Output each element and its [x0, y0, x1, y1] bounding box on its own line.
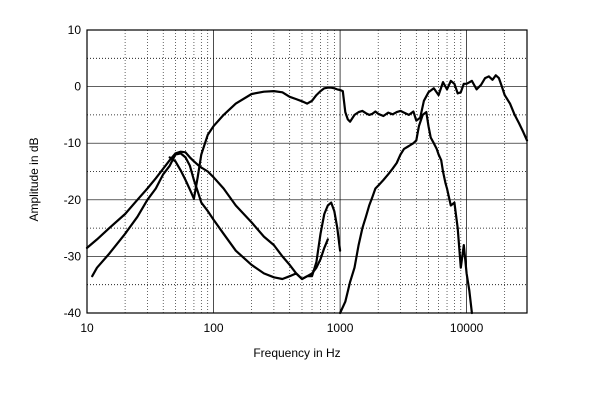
series-line-1 [85, 150, 342, 281]
y-tick-label: -40 [64, 306, 82, 320]
series-line-4 [339, 110, 473, 315]
y-tick-label: 0 [74, 80, 81, 94]
plot-frame [86, 29, 528, 314]
x-tick-label: 1000 [327, 321, 354, 335]
x-tick-label: 100 [204, 321, 224, 335]
y-axis-label: Amplitude in dB [27, 137, 41, 221]
series-line-2 [91, 152, 329, 281]
y-tick-label: -20 [64, 193, 82, 207]
x-axis-label: Frequency in Hz [253, 346, 340, 360]
series-group [85, 74, 529, 315]
y-tick-label: -10 [64, 136, 82, 150]
x-tick-label: 10 [80, 321, 94, 335]
y-tick-label: -30 [64, 249, 82, 263]
x-tick-labels: 10 100 1000 10000 [80, 321, 483, 335]
grid [86, 29, 528, 314]
y-tick-labels: 10 0 -10 -20 -30 -40 [64, 23, 82, 320]
y-tick-label: 10 [68, 23, 82, 37]
series-line-3 [168, 74, 529, 200]
x-tick-label: 10000 [450, 321, 484, 335]
